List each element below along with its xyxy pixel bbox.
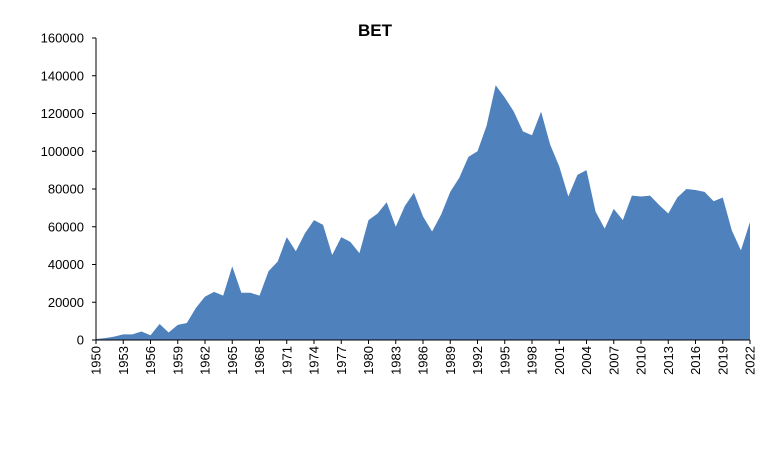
x-tick-label: 1962 [198, 346, 213, 375]
y-tick-label: 160000 [41, 31, 84, 46]
x-tick-label: 2019 [715, 346, 730, 375]
x-tick-label: 1998 [525, 346, 540, 375]
area-series-0 [96, 85, 750, 340]
x-tick-label: 2022 [743, 346, 758, 375]
x-tick-label: 1989 [443, 346, 458, 375]
x-tick-label: 1959 [170, 346, 185, 375]
x-tick-label: 1974 [307, 346, 322, 375]
x-tick-label: 1956 [143, 346, 158, 375]
x-tick-label: 2013 [661, 346, 676, 375]
x-tick-label: 1995 [497, 346, 512, 375]
x-tick-label: 1977 [334, 346, 349, 375]
x-tick-label: 1971 [279, 346, 294, 375]
x-tick-label: 1986 [416, 346, 431, 375]
x-tick-label: 2004 [579, 346, 594, 375]
x-tick-label: 1983 [388, 346, 403, 375]
x-tick-label: 1992 [470, 346, 485, 375]
y-tick-label: 20000 [48, 295, 84, 310]
x-tick-label: 2001 [552, 346, 567, 375]
y-tick-label: 120000 [41, 106, 84, 121]
y-tick-label: 80000 [48, 182, 84, 197]
x-tick-label: 2007 [606, 346, 621, 375]
chart-title: BET [358, 21, 393, 40]
x-tick-label: 2010 [634, 346, 649, 375]
x-tick-label: 1965 [225, 346, 240, 375]
y-tick-label: 40000 [48, 257, 84, 272]
x-axis: 1950 1953 1956 1959 1962 1965 1968 1971 1974 1977… [89, 339, 758, 375]
x-tick-label: 1950 [89, 346, 104, 375]
x-tick-label: 1953 [116, 346, 131, 375]
x-tick-label: 1980 [361, 346, 376, 375]
y-axis: 0 20000 40000 60000 80000 100000 120000 140000 1… [41, 31, 97, 348]
y-tick-label: 60000 [48, 219, 84, 234]
y-tick-label: 140000 [41, 68, 84, 83]
x-tick-label: 1968 [252, 346, 267, 375]
y-tick-label: 0 [77, 333, 84, 348]
x-tick-label: 2016 [688, 346, 703, 375]
plot-area [96, 85, 750, 340]
y-tick-label: 100000 [41, 144, 84, 159]
